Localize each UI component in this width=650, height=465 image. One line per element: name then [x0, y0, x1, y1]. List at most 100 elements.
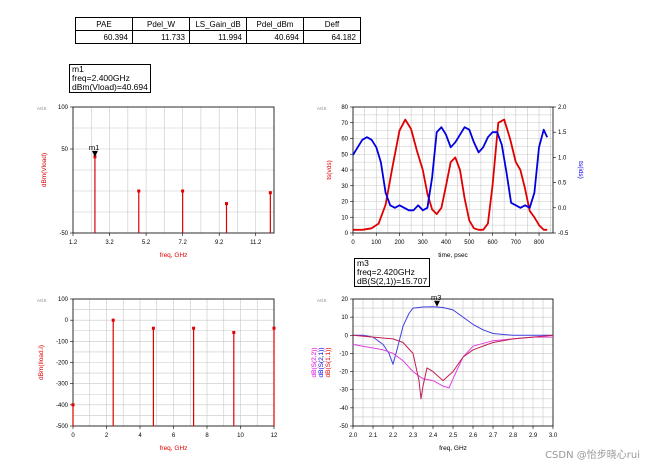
y-tick-label: 60: [341, 137, 348, 143]
ags-label: AGS: [37, 298, 47, 303]
y-tick-label: 10: [341, 215, 348, 221]
spectral-point: [224, 202, 228, 206]
x-tick-label: 800: [534, 240, 545, 246]
spectral-point: [137, 189, 141, 193]
y2-tick-label: 1.0: [558, 155, 567, 161]
chart-sparams: 2.0 2.1 2.2 2.3 2.4 2.5 2.6 2.7 2.8 2.9 3.0 20 10 0 -1…: [311, 293, 558, 452]
y-tick-label: 0: [65, 318, 69, 324]
x-tick-label: 10: [237, 433, 244, 439]
ags-label: AGS: [37, 106, 47, 111]
x-tick-label: 8: [205, 433, 209, 439]
y-tick-label: 50: [61, 147, 68, 153]
summary-value-cell: 64.182: [303, 30, 361, 44]
y-tick-label: 20: [341, 200, 348, 206]
marker-freq: freq=2.420GHz: [357, 267, 415, 277]
spectral-point: [268, 191, 272, 195]
x-tick-label: 4: [138, 433, 142, 439]
summary-value-cell: 11.733: [132, 30, 190, 44]
summary-header-row: PAE Pdel_W LS_Gain_dB Pdel_dBm Deff: [75, 17, 361, 31]
summary-value-cell: 11.994: [189, 30, 247, 44]
spectral-point: [192, 326, 196, 330]
y-tick-label: -10: [339, 351, 348, 357]
y2-tick-label: -0.5: [558, 231, 569, 237]
x-tick-label: 2.5: [449, 433, 458, 439]
y-axis-label-part: dB(S(1,1)): [325, 348, 332, 378]
y-tick-label: 10: [341, 315, 348, 321]
summary-table: PAE Pdel_W LS_Gain_dB Pdel_dBm Deff 60.3…: [75, 17, 361, 44]
x-tick-label: 2.2: [389, 433, 398, 439]
y-tick-label: -500: [56, 424, 69, 430]
chart-waveform: 0 100 200 300 400 500 600 700 800 0 10 20 30 40 50 60 70…: [317, 105, 584, 259]
x-tick-label: 400: [441, 240, 452, 246]
series-line-vds: [353, 118, 548, 231]
y-tick-label: -400: [56, 403, 69, 409]
x-tick-label: 11.2: [250, 240, 262, 246]
y-tick-label: 100: [58, 105, 69, 111]
marker-value: dB(S(2,1))=15.707: [357, 276, 428, 286]
y-tick-label: -100: [56, 339, 69, 345]
y-tick-label: 70: [341, 121, 348, 127]
y-axis-label: dB(S(2,2))dB(S(2,1))dB(S(1,1)): [311, 348, 332, 378]
x-tick-label: 100: [371, 240, 382, 246]
y-tick-label: -200: [56, 361, 69, 367]
spectral-point: [151, 326, 155, 330]
y-axis-label: dBm(Iload.i): [38, 345, 45, 380]
x-axis-label: freq, GHz: [439, 445, 467, 452]
x-tick-label: 500: [464, 240, 475, 246]
summary-value-cell: 60.394: [75, 30, 133, 44]
y-tick-label: -300: [56, 382, 69, 388]
series-line-ids: [352, 126, 549, 212]
x-tick-label: 2.6: [469, 433, 478, 439]
x-tick-label: 2.0: [349, 433, 358, 439]
y2-tick-label: 1.5: [558, 130, 567, 136]
series-line-dbs11: [352, 334, 554, 400]
chart-current_spectrum: 0 2 4 6 8 10 12 100 0 -100 -200 -300 -400 -500 freq, G…: [37, 297, 278, 452]
y-axis-label: dBm(Vload): [41, 153, 48, 187]
plot-frame: [72, 106, 275, 234]
spectral-point: [111, 318, 115, 322]
ags-label: AGS: [317, 298, 327, 303]
x-tick-label: 0: [351, 240, 355, 246]
x-tick-label: 5.2: [142, 240, 151, 246]
x-tick-label: 700: [511, 240, 522, 246]
y2-tick-label: 0.0: [558, 206, 567, 212]
spectral-point: [71, 403, 75, 407]
x-tick-label: 2.1: [369, 433, 378, 439]
chart-spectrum: 1.2 3.2 5.2 7.2 9.2 11.2 100 50 -50 freq, GHz AGS d…: [37, 105, 275, 259]
y-tick-label: -50: [59, 231, 68, 237]
x-tick-label: 2.9: [529, 433, 538, 439]
x-tick-label: 2.3: [409, 433, 418, 439]
y-axis-label-part: dB(S(2,1)): [318, 348, 325, 378]
x-tick-label: 12: [271, 433, 278, 439]
x-tick-label: 300: [418, 240, 429, 246]
series-line-dbs21: [353, 306, 553, 365]
ags-label: AGS: [317, 106, 327, 111]
x-axis-label: freq, GHz: [160, 445, 188, 452]
x-tick-label: 3.2: [105, 240, 114, 246]
x-tick-label: 0: [71, 433, 75, 439]
x-axis-label: time, psec: [438, 252, 468, 259]
marker-readout-m3[interactable]: m3 freq=2.420GHz dB(S(2,1))=15.707: [354, 258, 431, 287]
summary-values-row: 60.394 11.733 11.994 40.694 64.182: [75, 30, 361, 44]
marker-name: m3: [357, 258, 369, 268]
marker-readout-m1[interactable]: m1 freq=2.400GHz dBm(Vload)=40.694: [69, 64, 151, 93]
y-tick-label: -50: [339, 424, 348, 430]
y2-tick-label: 0.5: [558, 181, 567, 187]
x-tick-label: 6: [172, 433, 176, 439]
x-tick-label: 3.0: [549, 433, 558, 439]
y-tick-label: 50: [341, 152, 348, 158]
y2-axis-label: ts(ids): [577, 161, 584, 179]
y2-tick-label: 2.0: [558, 105, 567, 111]
marker-m3-triangle: [434, 300, 440, 307]
spectral-point: [272, 326, 276, 330]
marker-value: dBm(Vload)=40.694: [72, 82, 148, 92]
y-tick-label: 100: [58, 297, 69, 303]
y-tick-label: -40: [339, 406, 348, 412]
marker-m3-label: m3: [431, 293, 441, 302]
x-tick-label: 2.8: [509, 433, 518, 439]
marker-name: m1: [72, 64, 84, 74]
y-tick-label: 80: [341, 105, 348, 111]
y-tick-label: -30: [339, 388, 348, 394]
watermark-text: CSDN @怡步晓心rui: [545, 450, 640, 461]
x-tick-label: 1.2: [69, 240, 78, 246]
